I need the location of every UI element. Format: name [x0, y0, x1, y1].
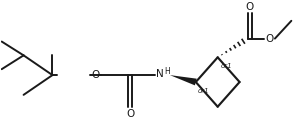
Text: H: H: [164, 67, 170, 76]
Text: O: O: [245, 2, 254, 12]
Text: or1: or1: [221, 63, 232, 69]
Text: O: O: [265, 34, 274, 44]
Text: O: O: [91, 70, 99, 80]
Text: N: N: [156, 69, 164, 79]
Text: O: O: [126, 109, 134, 119]
Polygon shape: [170, 75, 197, 85]
Text: or1: or1: [198, 88, 209, 94]
